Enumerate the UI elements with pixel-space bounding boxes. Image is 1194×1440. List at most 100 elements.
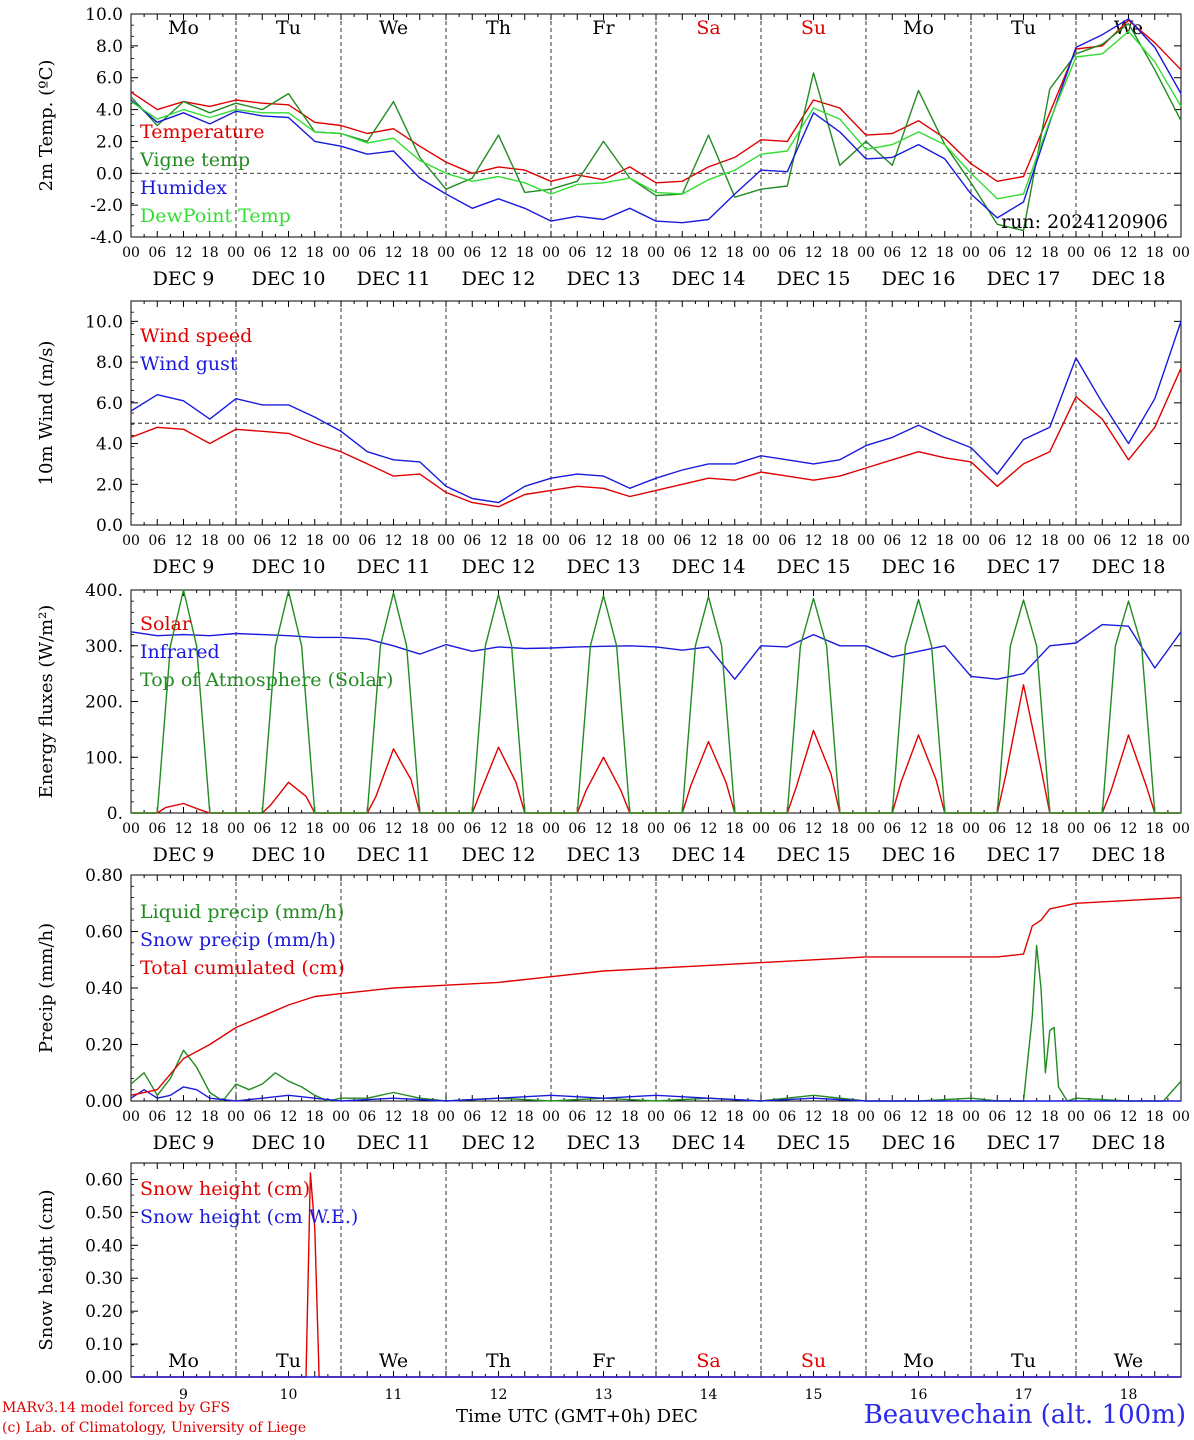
date-label: DEC 15 xyxy=(777,268,851,290)
hour-tick-label: 12 xyxy=(910,1109,928,1125)
hour-tick-label: 06 xyxy=(1093,1109,1111,1125)
station-title: Beauvechain (alt. 100m) xyxy=(863,1400,1186,1430)
day-name-label: Mo xyxy=(903,1350,934,1372)
y-axis-label: Precip (mm/h) xyxy=(36,923,57,1053)
hour-tick-label: 00 xyxy=(752,533,770,549)
hour-tick-label: 00 xyxy=(122,821,140,837)
hour-tick-label: 12 xyxy=(700,1109,718,1125)
hour-tick-label: 18 xyxy=(726,821,744,837)
day-number-label: 18 xyxy=(1120,1387,1138,1403)
hour-tick-label: 06 xyxy=(778,821,796,837)
y-tick-label: 0.0 xyxy=(96,164,123,184)
hour-tick-label: 00 xyxy=(962,821,980,837)
hour-tick-label: 12 xyxy=(595,245,613,261)
hour-tick-label: 00 xyxy=(437,245,455,261)
hour-tick-label: 00 xyxy=(332,245,350,261)
hour-tick-label: 00 xyxy=(857,1109,875,1125)
date-label: DEC 17 xyxy=(987,844,1061,866)
day-name-label: We xyxy=(379,1350,408,1372)
hour-tick-label: 12 xyxy=(700,245,718,261)
hour-tick-label: 18 xyxy=(1041,245,1059,261)
day-number-label: 13 xyxy=(595,1387,613,1403)
date-label: DEC 18 xyxy=(1092,268,1166,290)
hour-tick-label: 18 xyxy=(1146,533,1164,549)
date-label: DEC 13 xyxy=(567,844,641,866)
hour-tick-label: 18 xyxy=(621,821,639,837)
hour-tick-label: 18 xyxy=(1146,245,1164,261)
legend-entry: Snow precip (mm/h) xyxy=(140,929,336,951)
day-name-label: Fr xyxy=(592,17,615,39)
hour-tick-label: 12 xyxy=(805,821,823,837)
x-axis-label: Time UTC (GMT+0h) DEC xyxy=(456,1406,698,1427)
hour-tick-label: 06 xyxy=(253,533,271,549)
hour-tick-label: 18 xyxy=(306,245,324,261)
hour-tick-label: 06 xyxy=(988,821,1006,837)
series-line-1-2 xyxy=(130,22,1182,232)
hour-tick-label: 18 xyxy=(516,821,534,837)
hour-tick-label: 12 xyxy=(490,245,508,261)
hour-tick-label: 06 xyxy=(673,245,691,261)
hour-tick-label: 00 xyxy=(1172,1109,1190,1125)
hour-tick-label: 12 xyxy=(910,821,928,837)
hour-tick-label: 18 xyxy=(516,1109,534,1125)
hour-tick-label: 12 xyxy=(805,245,823,261)
day-name-label: We xyxy=(1114,1350,1143,1372)
hour-tick-label: 06 xyxy=(358,1109,376,1125)
date-label: DEC 13 xyxy=(567,556,641,578)
hour-tick-label: 12 xyxy=(805,1109,823,1125)
hour-tick-label: 12 xyxy=(595,533,613,549)
date-label: DEC 16 xyxy=(882,1132,956,1154)
y-axis-label: 2m Temp. (ºC) xyxy=(36,60,57,192)
hour-tick-label: 06 xyxy=(358,533,376,549)
hour-tick-label: 12 xyxy=(385,533,403,549)
hour-tick-label: 00 xyxy=(122,1109,140,1125)
model-credit: MARv3.14 model forced by GFS xyxy=(2,1400,231,1416)
date-label: DEC 17 xyxy=(987,1132,1061,1154)
hour-tick-label: 12 xyxy=(700,533,718,549)
date-label: DEC 12 xyxy=(462,844,536,866)
day-number-label: 16 xyxy=(910,1387,928,1403)
series-line-4-1 xyxy=(130,944,1182,1102)
y-tick-label: 4.0 xyxy=(96,435,123,455)
hour-tick-label: 00 xyxy=(227,533,245,549)
legend-entry: Top of Atmosphere (Solar) xyxy=(140,669,393,691)
hour-tick-label: 00 xyxy=(332,1109,350,1125)
hour-tick-label: 00 xyxy=(647,821,665,837)
date-label: DEC 15 xyxy=(777,844,851,866)
hour-tick-label: 18 xyxy=(411,533,429,549)
series-line-4-2 xyxy=(130,1086,1181,1102)
date-label: DEC 10 xyxy=(252,844,326,866)
hour-tick-label: 00 xyxy=(647,533,665,549)
legend-entry: Temperature xyxy=(140,121,264,143)
hour-tick-label: 06 xyxy=(883,533,901,549)
date-label: DEC 17 xyxy=(987,556,1061,578)
series-line-3-3 xyxy=(131,589,1181,814)
hour-tick-label: 06 xyxy=(358,821,376,837)
y-tick-label: 200. xyxy=(85,693,123,713)
hour-tick-label: 12 xyxy=(490,533,508,549)
date-label: DEC 11 xyxy=(357,1132,431,1154)
date-label: DEC 11 xyxy=(357,268,431,290)
y-tick-label: 0.10 xyxy=(85,1335,123,1355)
hour-tick-label: 06 xyxy=(568,533,586,549)
hour-tick-label: 18 xyxy=(1041,821,1059,837)
hour-tick-label: 12 xyxy=(280,533,298,549)
hour-tick-label: 00 xyxy=(962,245,980,261)
hour-tick-label: 12 xyxy=(910,533,928,549)
hour-tick-label: 18 xyxy=(831,245,849,261)
y-tick-label: 0.20 xyxy=(85,1036,123,1056)
date-label: DEC 9 xyxy=(153,268,215,290)
hour-tick-label: 12 xyxy=(175,821,193,837)
hour-tick-label: 00 xyxy=(1067,821,1085,837)
date-label: DEC 17 xyxy=(987,268,1061,290)
hour-tick-label: 00 xyxy=(542,821,560,837)
y-axis-label: Snow height (cm) xyxy=(36,1189,57,1350)
y-tick-label: -2.0 xyxy=(90,196,123,216)
legend-entry: Wind gust xyxy=(140,353,238,375)
hour-tick-label: 06 xyxy=(463,821,481,837)
date-label: DEC 11 xyxy=(357,844,431,866)
hour-tick-label: 18 xyxy=(831,821,849,837)
hour-tick-label: 18 xyxy=(936,1109,954,1125)
date-label: DEC 15 xyxy=(777,1132,851,1154)
hour-tick-label: 12 xyxy=(1120,533,1138,549)
